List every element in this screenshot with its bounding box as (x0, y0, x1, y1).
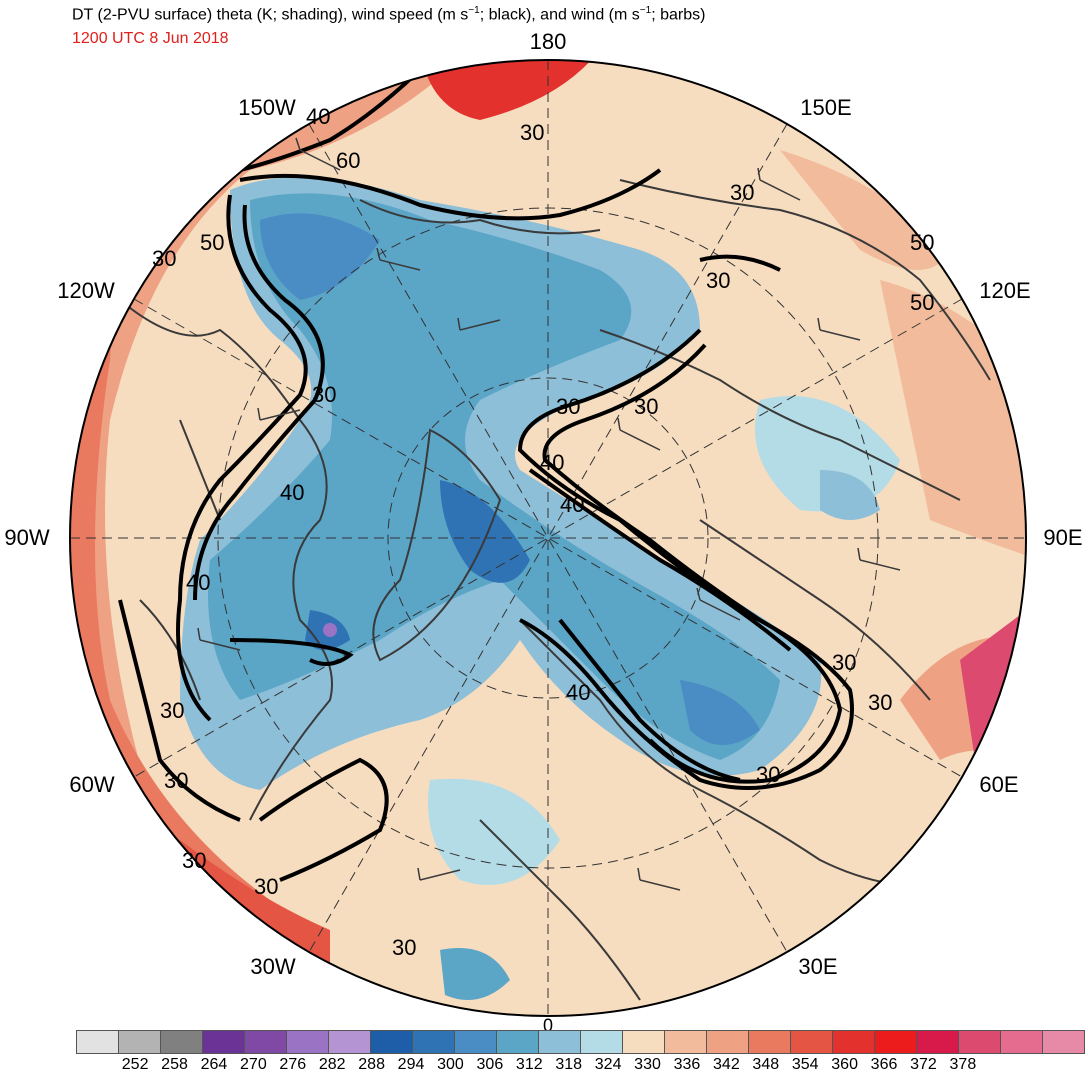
lon-label-30w: 30W (250, 954, 296, 979)
colorbar-swatch (118, 1030, 160, 1054)
lon-label-30e: 30E (798, 954, 838, 979)
colorbar-label: 300 (437, 1056, 464, 1073)
colorbar-label: 348 (752, 1056, 780, 1073)
colorbar-label: 324 (594, 1056, 622, 1073)
colorbar-label: 252 (121, 1056, 149, 1073)
colorbar-swatch (832, 1030, 874, 1054)
colorbar-swatch (1042, 1030, 1085, 1054)
contour-label: 30 (706, 268, 730, 293)
colorbar-label: 360 (831, 1056, 858, 1073)
coastlines (119, 179, 991, 1001)
lon-label-150e: 150E (800, 95, 852, 120)
contour-label: 30 (152, 246, 176, 271)
colorbar-swatch (370, 1030, 412, 1054)
colorbar-label: 372 (910, 1056, 937, 1073)
contour-label: 40 (560, 492, 584, 517)
contour-label: 40 (306, 104, 330, 129)
colorbar-label: 378 (949, 1056, 977, 1073)
colorbar-label: 270 (240, 1056, 267, 1073)
lon-label-60w: 60W (69, 772, 115, 797)
colorbar-label: 264 (200, 1056, 228, 1073)
colorbar-label: 366 (870, 1056, 898, 1073)
colorbar-swatch (328, 1030, 370, 1054)
figure-title: DT (2-PVU surface) theta (K; shading), w… (72, 5, 706, 24)
colorbar-swatch (916, 1030, 958, 1054)
colorbar-label: 342 (713, 1056, 740, 1073)
contour-label: 60 (336, 148, 360, 173)
contour-label: 30 (756, 762, 780, 787)
colorbar-swatch (958, 1030, 1000, 1054)
colorbar-swatch (76, 1030, 118, 1054)
contour-label: 30 (868, 690, 892, 715)
colorbar-swatch (202, 1030, 244, 1054)
graticule (70, 60, 1026, 1016)
lon-label-90w: 90W (4, 525, 50, 550)
colorbar-swatch (790, 1030, 832, 1054)
colorbar-swatch (1000, 1030, 1042, 1054)
contour-label: 30 (312, 382, 336, 407)
lon-label-60e: 60E (979, 772, 1019, 797)
contour-label: 30 (182, 848, 206, 873)
contour-labels: 40 30 60 30 30 50 30 30 30 30 40 40 40 4… (152, 104, 934, 960)
colorbar-swatch (706, 1030, 748, 1054)
colorbar-swatch (622, 1030, 664, 1054)
contour-label: 30 (832, 650, 856, 675)
contour-label: 40 (540, 450, 564, 475)
contour-label: 40 (280, 480, 304, 505)
colorbar-swatch (286, 1030, 328, 1054)
colorbar-swatch (874, 1030, 916, 1054)
map-boundary (69, 59, 1027, 1017)
colorbar-label: 330 (634, 1056, 661, 1073)
colorbar-label: 288 (358, 1056, 385, 1073)
contour-label: 50 (910, 230, 934, 255)
colorbar-swatch (538, 1030, 580, 1054)
colorbar-label: 294 (397, 1056, 425, 1073)
colorbar-labels: 252 258 264 270 276 282 288 294 300 306 312 318 324 3… (76, 1056, 1022, 1076)
contour-label: 30 (254, 874, 278, 899)
contour-label: 30 (392, 935, 416, 960)
contour-label: 30 (730, 180, 754, 205)
contour-label: 40 (186, 570, 210, 595)
contour-label: 50 (910, 290, 934, 315)
contour-label: 30 (520, 120, 544, 145)
colorbar-label: 306 (476, 1056, 504, 1073)
lon-label-120e: 120E (979, 278, 1031, 303)
colorbar-label: 258 (161, 1056, 188, 1073)
colorbar-label: 354 (791, 1056, 819, 1073)
theta-colorbar (76, 1030, 1085, 1054)
colorbar-swatch (748, 1030, 790, 1054)
lon-label-150w: 150W (238, 95, 296, 120)
lon-label-0: 0 (542, 1015, 554, 1036)
contour-label: 30 (556, 394, 580, 419)
contour-label: 30 (164, 768, 188, 793)
contour-label: 40 (566, 680, 590, 705)
contour-label: 30 (634, 394, 658, 419)
colorbar-label: 336 (673, 1056, 701, 1073)
colorbar-label: 312 (515, 1056, 543, 1073)
colorbar-swatch (412, 1030, 454, 1054)
valid-time: 1200 UTC 8 Jun 2018 (72, 30, 229, 47)
contour-label: 50 (200, 230, 224, 255)
colorbar-swatch (580, 1030, 622, 1054)
contour-label: 30 (160, 698, 184, 723)
colorbar-swatch (454, 1030, 496, 1054)
wind-barbs (197, 137, 901, 891)
lon-label-90e: 90E (1043, 525, 1083, 550)
colorbar-label: 318 (555, 1056, 583, 1073)
lon-label-120w: 120W (57, 278, 115, 303)
polar-map: 40 30 60 30 30 50 30 30 30 30 40 40 40 4… (69, 59, 1027, 1017)
colorbar-swatch (664, 1030, 706, 1054)
colorbar-label: 282 (318, 1056, 346, 1073)
colorbar-swatch (244, 1030, 286, 1054)
lon-label-180: 180 (529, 29, 567, 54)
colorbar-label: 276 (279, 1056, 307, 1073)
colorbar-swatch (160, 1030, 202, 1054)
colorbar-swatch (496, 1030, 538, 1054)
